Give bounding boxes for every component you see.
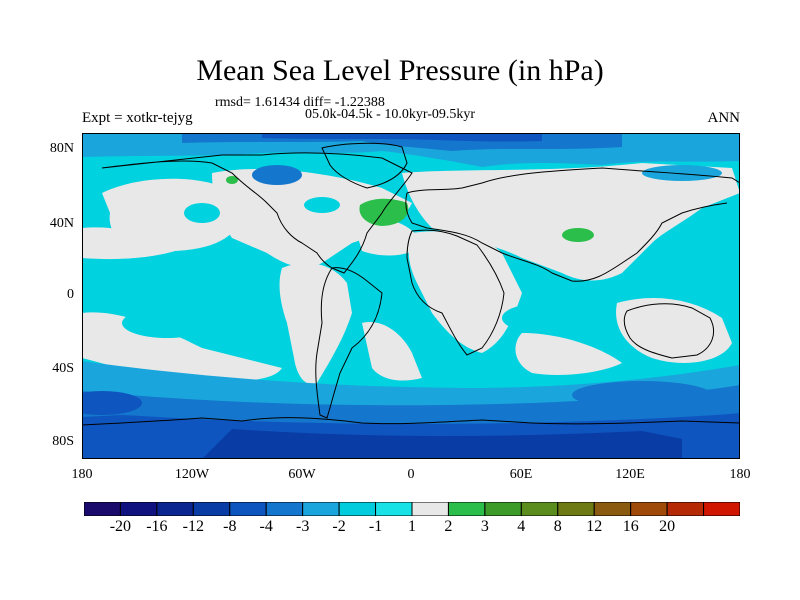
colorbar-swatch (703, 502, 740, 516)
colorbar-label: -4 (259, 518, 273, 535)
near-zero-regions (82, 163, 740, 385)
colorbar-swatch (520, 502, 559, 516)
colorbar-swatch (192, 502, 231, 516)
europe-high (359, 198, 409, 226)
lon-label-60e: 60E (509, 467, 533, 482)
colorbar-swatch (593, 502, 632, 516)
colorbar-swatch (557, 502, 595, 516)
colorbar-label: 8 (553, 518, 562, 535)
s-atlantic-grey (362, 322, 422, 381)
colorbar-label: -20 (109, 518, 132, 535)
s-indian-low (572, 381, 712, 409)
colorbar-swatch (265, 502, 304, 516)
experiment-label: Expt = xotkr-tejyg (82, 110, 193, 126)
season-label: ANN (707, 110, 741, 126)
africa-coast (406, 229, 505, 356)
lon-label-120e: 120E (615, 467, 645, 482)
colorbar-swatch (375, 502, 413, 516)
s-america-grey (279, 263, 352, 385)
n-atlantic-grey (352, 216, 422, 256)
hudson-low (252, 165, 302, 185)
colorbar-label: 4 (517, 518, 526, 535)
s-pacific-low (82, 391, 142, 415)
s-indian-grey (515, 333, 622, 375)
colorbar-swatch (229, 502, 267, 516)
rmsd-diff-stats: rmsd= 1.61434 diff= -1.22388 (215, 95, 385, 110)
trop-pacific-grey (82, 227, 192, 260)
lat-label-80n: 80N (49, 141, 74, 156)
south-america-coast (315, 267, 383, 419)
southern-ocean-neg8 (202, 429, 682, 459)
lon-label-0: 0 (407, 467, 415, 482)
arctic-neg4 (262, 133, 542, 142)
positive-patches (226, 176, 594, 242)
coastlines (82, 142, 740, 426)
lat-label-80s: 80S (52, 434, 74, 449)
colorbar-swatch (338, 502, 377, 516)
colorbar-swatch (156, 502, 194, 516)
colorbar-label: -12 (182, 518, 204, 535)
map-frame (82, 133, 740, 459)
north-america-coast (101, 152, 413, 274)
colorbar-swatch (302, 502, 340, 516)
lat-label-40s: 40S (52, 361, 74, 376)
pressure-map (82, 133, 740, 459)
colorbar-swatch (666, 502, 705, 516)
eurasia-coast (405, 167, 740, 282)
canada-high (226, 176, 238, 184)
colorbar-label: -3 (296, 518, 310, 535)
lat-label-40n: 40N (49, 216, 74, 231)
colorbar-label: 1 (408, 518, 416, 535)
colorbar-swatch (630, 502, 668, 516)
colorbar-label: -2 (332, 518, 346, 535)
eurasia-grey (402, 163, 740, 281)
colorbar-label: -1 (368, 518, 383, 535)
colorbar-label: 3 (480, 518, 489, 535)
colorbar-swatch (484, 502, 522, 516)
africa-grey (408, 231, 522, 353)
colorbar-swatch (447, 502, 486, 516)
colorbar-label: 20 (659, 518, 676, 535)
lon-label-60w: 60W (288, 467, 316, 482)
lon-label-180e: 180 (729, 467, 751, 482)
greenland-coast (321, 142, 408, 189)
colorbar-swatch (411, 502, 449, 516)
colorbar-label: 16 (622, 518, 639, 535)
lon-label-120w: 120W (174, 467, 210, 482)
n-america-grey (212, 168, 412, 268)
colorbar-label: 12 (586, 518, 603, 535)
period-subtitle: 05.0k-04.5k - 10.0kyr-09.5kyr (305, 107, 476, 122)
neg1-patches (122, 197, 572, 338)
lon-label-180w: 180 (71, 467, 93, 482)
chart-title: Mean Sea Level Pressure (in hPa) (196, 54, 604, 87)
colorbar-label: 2 (444, 518, 453, 535)
colorbar (84, 502, 740, 516)
colorbar-swatch (84, 502, 121, 516)
colorbar-swatch (119, 502, 158, 516)
australia-coast (623, 303, 714, 359)
lat-label-0: 0 (67, 287, 74, 302)
antarctica-coast (82, 417, 740, 426)
colorbar-label: -8 (223, 518, 237, 535)
colorbar-label: -16 (146, 518, 168, 535)
tibet-high (562, 228, 594, 242)
siberia-low (642, 165, 722, 181)
